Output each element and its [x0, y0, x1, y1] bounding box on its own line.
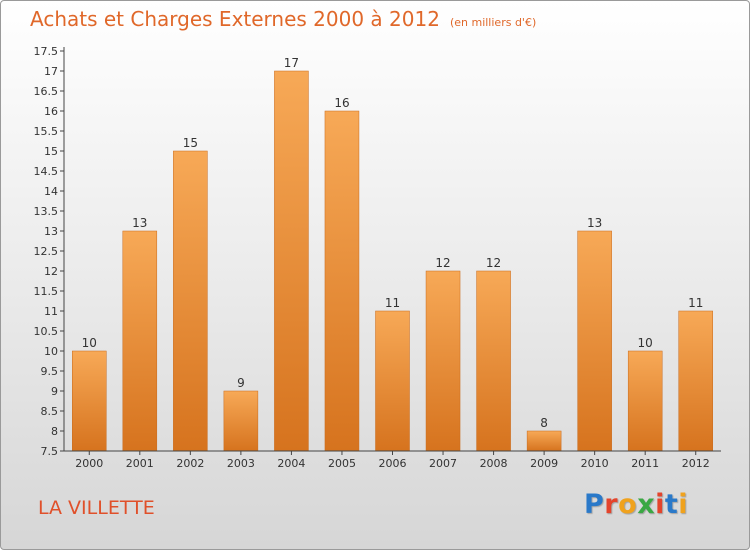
y-tick-label: 9 [51, 385, 58, 398]
y-tick-label: 12 [44, 265, 58, 278]
logo-letter: x [637, 489, 656, 520]
y-tick-label: 9.5 [41, 365, 59, 378]
proxiti-logo[interactable]: Proxiti [584, 489, 688, 520]
y-tick-label: 15.5 [34, 125, 59, 138]
x-tick-label: 2007 [429, 457, 457, 470]
bar [577, 230, 612, 452]
bars-group: 10 13 15 9 17 16 11 12 12 8 13 10 11 [72, 56, 713, 452]
bar-value-label: 10 [638, 336, 653, 350]
chart-unit: (en milliers d'€) [449, 16, 537, 29]
bar-value-label: 10 [82, 336, 97, 350]
y-tick-label: 11.5 [34, 285, 59, 298]
y-tick-label: 10 [44, 345, 58, 358]
y-tick-label: 14 [44, 185, 58, 198]
y-tick-label: 16.5 [34, 85, 59, 98]
bar-value-label: 16 [334, 96, 349, 110]
x-tick-label: 2004 [277, 457, 305, 470]
y-tick-label: 13 [44, 225, 58, 238]
x-tick-label: 2000 [75, 457, 103, 470]
y-tick-label: 14.5 [34, 165, 59, 178]
bar [173, 150, 208, 452]
x-tick-label: 2005 [328, 457, 356, 470]
y-tick-label: 8 [51, 425, 58, 438]
bar [627, 350, 663, 452]
bar-value-label: 13 [132, 216, 147, 230]
logo-letter: P [584, 489, 605, 520]
y-tick-label: 10.5 [34, 325, 59, 338]
bar-value-label: 17 [284, 56, 299, 70]
y-tick-label: 7.5 [41, 445, 59, 458]
bar [122, 230, 158, 452]
bar [678, 310, 713, 452]
bar [274, 70, 309, 452]
bar-value-label: 9 [237, 376, 245, 390]
y-tick-label: 11 [44, 305, 58, 318]
chart-title-text: Achats et Charges Externes 2000 à 2012 [30, 7, 440, 31]
bar-value-label: 12 [435, 256, 450, 270]
y-tick-label: 16 [44, 105, 58, 118]
logo-letter: i [678, 489, 689, 520]
y-tick-label: 8.5 [41, 405, 59, 418]
x-tick-label: 2010 [581, 457, 609, 470]
logo-letter: o [618, 489, 638, 520]
y-tick-label: 17.5 [34, 45, 59, 58]
x-tick-label: 2009 [530, 457, 558, 470]
y-tick-label: 12.5 [34, 245, 59, 258]
bar-value-label: 15 [183, 136, 198, 150]
y-tick-label: 17 [44, 65, 58, 78]
bar-value-label: 13 [587, 216, 602, 230]
logo-letter: r [604, 489, 619, 520]
x-tick-label: 2008 [480, 457, 508, 470]
y-axis: 7.5 8 8.5 9 9.5 10 10.5 11 11.5 12 12.5 13 13.5 14 14.… [34, 45, 65, 458]
x-tick-label: 2011 [631, 457, 659, 470]
bar [223, 390, 259, 452]
bar [324, 110, 360, 452]
bar [72, 350, 107, 452]
chart-title: Achats et Charges Externes 2000 à 2012 (e… [30, 7, 536, 31]
x-tick-label: 2001 [126, 457, 154, 470]
y-tick-label: 15 [44, 145, 58, 158]
logo-letter: t [664, 489, 679, 520]
x-tick-label: 2003 [227, 457, 255, 470]
bar [375, 310, 410, 452]
bar-value-label: 11 [688, 296, 703, 310]
x-tick-label: 2002 [176, 457, 204, 470]
bar [425, 270, 461, 452]
bar-value-label: 11 [385, 296, 400, 310]
place-name: LA VILLETTE [38, 497, 155, 519]
x-tick-label: 2012 [682, 457, 710, 470]
logo-letter: i [655, 489, 665, 520]
y-tick-label: 13.5 [34, 205, 59, 218]
bar-value-label: 12 [486, 256, 501, 270]
x-tick-label: 2006 [379, 457, 407, 470]
bar [526, 430, 562, 452]
bar-value-label: 8 [540, 416, 548, 430]
bar [476, 270, 511, 452]
x-axis: 2000 2001 2002 2003 2004 2005 2006 2007 2008 2009… [64, 450, 721, 470]
